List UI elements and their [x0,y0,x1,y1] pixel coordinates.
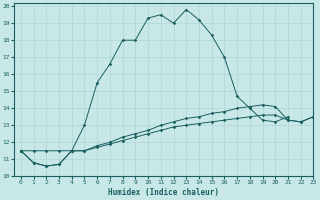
X-axis label: Humidex (Indice chaleur): Humidex (Indice chaleur) [108,188,220,197]
